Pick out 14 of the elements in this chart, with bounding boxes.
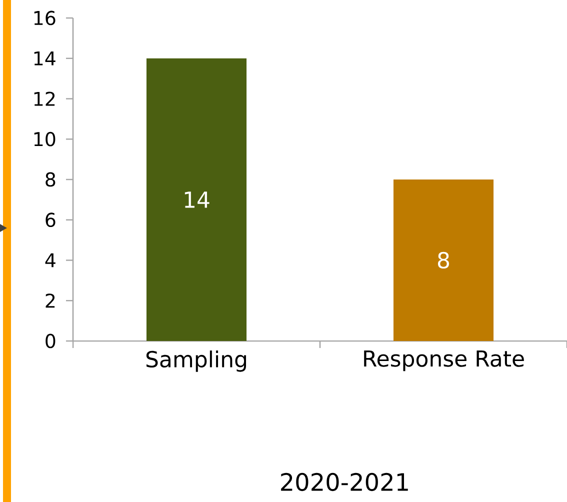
x-axis-title: 2020-2021 [281,472,408,492]
data-label: 14 [184,192,210,208]
y-tick-label: 16 [34,10,56,26]
y-tick-label: 12 [34,92,55,106]
y-tick-label: 14 [34,51,56,66]
y-tick-label: 8 [46,172,56,187]
y-tick-label: 6 [46,212,56,228]
data-label: 8 [438,252,449,269]
x-tick-label: Response Rate [364,350,524,372]
x-tick-label: Sampling [146,350,246,372]
y-tick-label: 0 [46,334,56,348]
y-tick-label: 10 [34,132,56,146]
y-tick-label: 4 [45,253,56,268]
y-tick-label: 2 [46,294,55,308]
